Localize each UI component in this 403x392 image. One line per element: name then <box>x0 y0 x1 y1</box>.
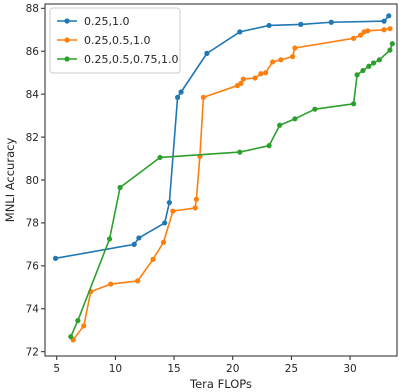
data-point <box>277 122 283 128</box>
y-tick-label: 84 <box>26 89 40 101</box>
y-tick-label: 86 <box>26 46 40 58</box>
data-point <box>350 35 357 41</box>
data-point <box>166 199 172 206</box>
x-tick-label: 15 <box>167 363 180 375</box>
data-point <box>136 235 142 241</box>
y-tick-label: 82 <box>26 132 39 144</box>
series-1 <box>52 13 392 261</box>
data-point <box>376 57 382 63</box>
series-2 <box>70 26 393 343</box>
data-point <box>328 19 334 25</box>
y-tick-label: 72 <box>26 347 39 359</box>
legend-box <box>49 7 181 74</box>
y-tick-label: 74 <box>26 304 40 316</box>
data-point <box>170 208 176 214</box>
legend-label: 0.25,0.5,0.75,1.0 <box>84 53 178 66</box>
x-tick-label: 10 <box>109 363 122 375</box>
legend-label: 0.25,1.0 <box>84 15 129 28</box>
x-tick-label: 5 <box>53 363 60 375</box>
data-point <box>365 28 371 34</box>
data-point <box>178 89 184 95</box>
data-point <box>312 106 318 112</box>
data-point <box>289 53 296 60</box>
data-point <box>106 236 113 242</box>
series-3 <box>68 41 395 340</box>
data-point <box>389 41 395 47</box>
series-line <box>55 15 390 260</box>
y-tick-label: 80 <box>26 175 39 187</box>
legend-marker <box>64 18 70 24</box>
x-axis: 5 10 15 20 25 30 <box>53 356 357 375</box>
data-point <box>358 32 364 38</box>
data-point <box>81 323 87 329</box>
series-layer <box>52 13 395 343</box>
data-point <box>160 239 167 245</box>
data-point <box>240 76 246 82</box>
data-point <box>252 75 258 81</box>
x-axis-title: Tera FLOPs <box>189 377 252 391</box>
y-tick-label: 76 <box>26 261 40 273</box>
data-point <box>108 281 114 287</box>
data-point <box>174 94 181 100</box>
series-line <box>72 27 391 341</box>
data-point <box>200 94 206 100</box>
legend-item: 0.25,0.5,0.75,1.0 <box>57 53 178 66</box>
data-point <box>350 101 357 107</box>
data-point <box>386 13 392 19</box>
data-point <box>52 255 59 261</box>
data-point <box>292 45 298 51</box>
legend: 0.25,1.0 0.25,0.5,1.0 0.25,0.5,0.75,1.0 <box>49 7 181 74</box>
x-tick-label: 20 <box>226 363 239 375</box>
y-tick-label: 78 <box>26 218 39 230</box>
data-point <box>68 334 74 340</box>
data-point <box>262 70 269 76</box>
data-point <box>238 80 244 87</box>
data-point <box>387 47 393 53</box>
data-point <box>117 184 123 191</box>
data-point <box>298 21 304 27</box>
data-point <box>162 220 168 226</box>
data-point <box>381 18 387 24</box>
data-point <box>387 26 393 32</box>
data-point <box>278 57 284 63</box>
data-point <box>75 317 81 324</box>
data-point <box>237 29 243 35</box>
legend-item: 0.25,1.0 <box>57 15 129 28</box>
data-point <box>381 27 387 33</box>
y-tick-label: 88 <box>26 3 39 15</box>
legend-item: 0.25,0.5,1.0 <box>57 34 150 47</box>
legend-marker <box>64 56 70 62</box>
y-axis-title: MNLI Accuracy <box>3 138 17 223</box>
data-point <box>270 59 276 65</box>
data-point <box>258 71 264 77</box>
plot-area <box>44 3 398 357</box>
data-point <box>204 50 210 56</box>
data-point <box>370 60 377 66</box>
x-tick-label: 30 <box>343 363 356 375</box>
x-tick-label: 25 <box>285 363 298 375</box>
data-point <box>192 205 198 211</box>
data-point <box>360 67 366 74</box>
data-point <box>266 143 272 149</box>
data-point <box>354 72 360 78</box>
data-point <box>193 196 199 202</box>
data-point <box>135 278 141 284</box>
legend-marker <box>64 37 70 43</box>
data-point <box>266 22 272 29</box>
data-point <box>237 149 243 155</box>
y-axis: 72 74 76 78 80 82 84 86 88 <box>26 3 45 359</box>
data-point <box>131 241 137 247</box>
data-point <box>157 154 163 161</box>
data-point <box>366 63 372 69</box>
data-point <box>150 256 156 263</box>
legend-label: 0.25,0.5,1.0 <box>84 34 150 47</box>
data-point <box>292 116 298 122</box>
